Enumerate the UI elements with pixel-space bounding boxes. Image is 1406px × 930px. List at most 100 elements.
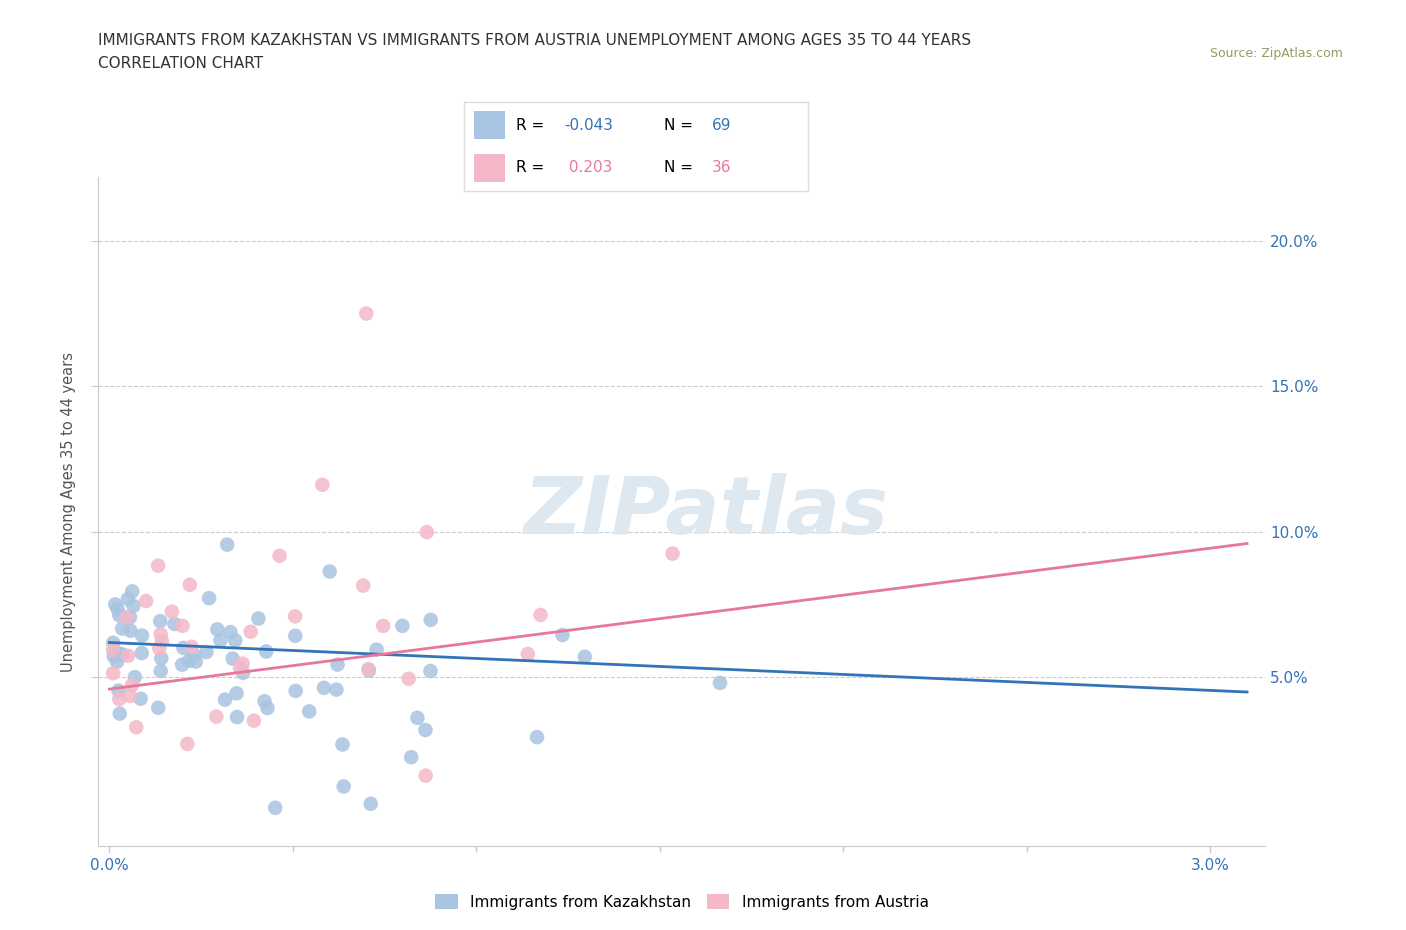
Point: [225, 685, 247, 700]
Point: [529, 607, 551, 622]
Point: [146, 558, 169, 573]
Point: [111, 621, 134, 636]
Text: 0.203: 0.203: [564, 160, 612, 175]
Point: [103, 649, 125, 664]
Point: [352, 578, 374, 593]
Point: [326, 658, 349, 672]
Point: [312, 681, 335, 696]
Point: [131, 628, 153, 643]
Point: [172, 618, 194, 633]
Point: [366, 643, 388, 658]
Point: [256, 700, 278, 715]
Point: [574, 649, 596, 664]
Point: [284, 609, 307, 624]
Text: R =: R =: [516, 118, 544, 133]
Point: [254, 644, 277, 659]
Point: [318, 565, 340, 579]
Point: [198, 591, 221, 605]
Point: [108, 646, 131, 661]
Point: [101, 666, 124, 681]
Point: [101, 635, 124, 650]
Point: [150, 651, 173, 666]
Point: [516, 646, 538, 661]
Point: [124, 670, 146, 684]
Point: [104, 597, 127, 612]
Point: [229, 661, 252, 676]
Text: N =: N =: [664, 160, 693, 175]
Point: [163, 617, 186, 631]
Point: [311, 477, 333, 492]
Point: [284, 629, 307, 644]
Point: [149, 614, 172, 629]
Bar: [474, 153, 505, 182]
Point: [205, 710, 228, 724]
Point: [115, 610, 138, 625]
Point: [176, 737, 198, 751]
Point: [108, 692, 131, 707]
Point: [415, 768, 437, 783]
Point: [108, 608, 131, 623]
Point: [184, 654, 207, 669]
Point: [149, 663, 172, 678]
Point: [391, 618, 413, 633]
Point: [243, 713, 266, 728]
Point: [661, 546, 683, 561]
Bar: [474, 111, 505, 140]
Point: [284, 684, 307, 698]
Point: [356, 306, 378, 321]
Point: [221, 651, 243, 666]
Point: [399, 750, 422, 764]
Point: [121, 678, 143, 693]
Point: [149, 627, 172, 642]
Point: [209, 632, 232, 647]
Text: 36: 36: [711, 160, 731, 175]
Point: [419, 664, 441, 679]
Point: [107, 684, 129, 698]
Point: [107, 602, 129, 617]
Point: [150, 633, 173, 648]
Point: [709, 675, 731, 690]
Point: [232, 657, 254, 671]
Point: [214, 692, 236, 707]
Point: [217, 538, 239, 552]
Point: [122, 598, 145, 613]
Point: [172, 658, 194, 672]
Text: Source: ZipAtlas.com: Source: ZipAtlas.com: [1209, 46, 1343, 60]
Point: [224, 633, 246, 648]
Text: N =: N =: [664, 118, 693, 133]
Point: [551, 628, 574, 643]
Point: [360, 796, 382, 811]
Y-axis label: Unemployment Among Ages 35 to 44 years: Unemployment Among Ages 35 to 44 years: [60, 352, 76, 671]
Point: [332, 779, 354, 794]
Point: [415, 723, 437, 737]
Point: [160, 604, 183, 619]
Point: [148, 700, 170, 715]
Point: [135, 593, 157, 608]
Point: [253, 694, 276, 709]
Point: [195, 644, 218, 659]
Point: [239, 624, 262, 639]
Point: [177, 654, 200, 669]
Point: [111, 647, 134, 662]
Point: [129, 691, 152, 706]
Text: -0.043: -0.043: [564, 118, 613, 133]
Point: [219, 625, 242, 640]
Point: [125, 720, 148, 735]
Point: [118, 610, 141, 625]
Point: [398, 671, 420, 686]
Point: [373, 618, 395, 633]
Point: [357, 661, 380, 676]
Point: [247, 611, 270, 626]
Point: [357, 663, 380, 678]
Point: [298, 704, 321, 719]
Point: [180, 639, 202, 654]
Text: IMMIGRANTS FROM KAZAKHSTAN VS IMMIGRANTS FROM AUSTRIA UNEMPLOYMENT AMONG AGES 35: IMMIGRANTS FROM KAZAKHSTAN VS IMMIGRANTS…: [98, 33, 972, 47]
Point: [105, 654, 128, 669]
Point: [419, 612, 441, 627]
Point: [118, 688, 141, 703]
Text: CORRELATION CHART: CORRELATION CHART: [98, 56, 263, 71]
Point: [226, 710, 249, 724]
Point: [416, 525, 439, 539]
Text: 69: 69: [711, 118, 731, 133]
Text: ZIPatlas: ZIPatlas: [523, 472, 887, 551]
